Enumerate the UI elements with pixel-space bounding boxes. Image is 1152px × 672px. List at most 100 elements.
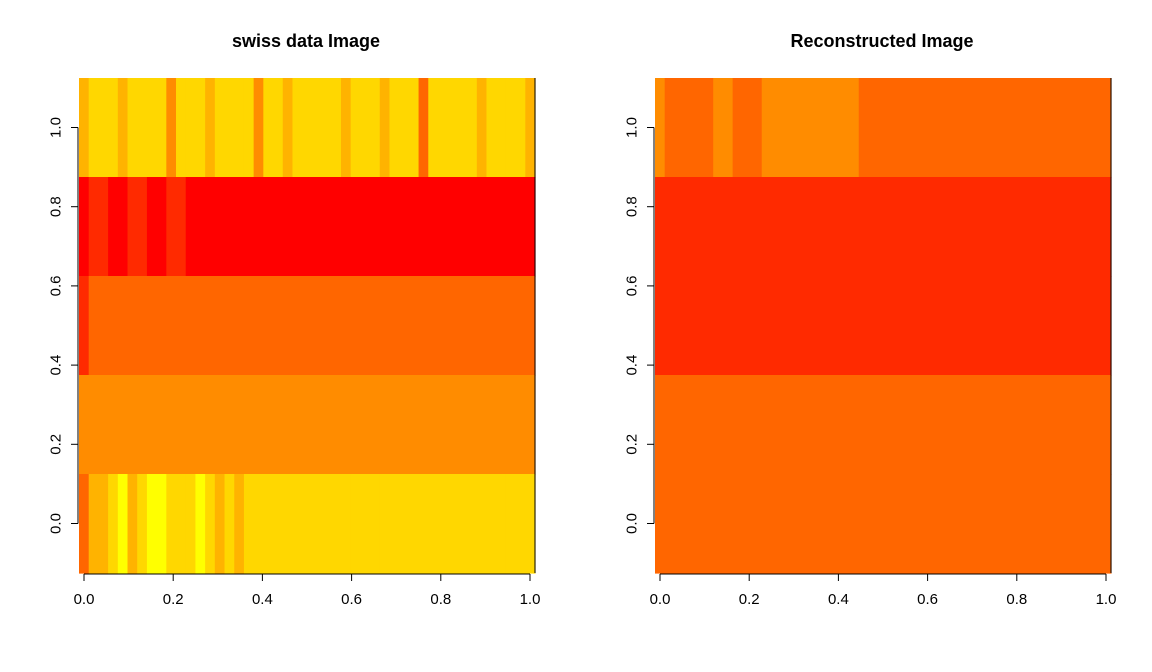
heatmap-cell bbox=[205, 375, 216, 475]
heatmap-cell bbox=[185, 375, 197, 475]
heatmap-cell bbox=[742, 78, 753, 178]
heatmap-cell bbox=[418, 78, 429, 178]
heatmap-cell bbox=[98, 276, 109, 376]
heatmap-cell bbox=[108, 78, 119, 178]
heatmap-cell bbox=[752, 375, 763, 475]
heatmap-cell bbox=[273, 474, 284, 574]
heatmap-cell bbox=[742, 375, 753, 475]
heatmap-cell bbox=[515, 177, 526, 277]
heatmap-cell bbox=[302, 78, 313, 178]
y-tick-label: 0.0 bbox=[48, 513, 65, 534]
heatmap-cell bbox=[907, 78, 918, 178]
heatmap-cell bbox=[311, 474, 323, 574]
x-tick-label: 0.0 bbox=[650, 591, 671, 608]
heatmap-cell bbox=[887, 276, 899, 376]
heatmap-cell bbox=[693, 78, 705, 178]
heatmap-cell bbox=[878, 474, 889, 574]
heatmap-cell bbox=[505, 78, 517, 178]
heatmap-cell bbox=[156, 78, 167, 178]
heatmap-cell bbox=[878, 78, 889, 178]
heatmap-cell bbox=[79, 177, 90, 277]
heatmap-cell bbox=[476, 375, 488, 475]
heatmap-cell bbox=[839, 177, 850, 277]
heatmap-cell bbox=[761, 177, 773, 277]
heatmap-cell bbox=[428, 78, 439, 178]
heatmap-cell bbox=[1052, 375, 1064, 475]
heatmap-cell bbox=[486, 78, 497, 178]
heatmap-cell bbox=[360, 375, 371, 475]
heatmap-cell bbox=[1081, 375, 1093, 475]
heatmap-cell bbox=[868, 78, 879, 178]
heatmap-cell bbox=[693, 375, 705, 475]
heatmap-cell bbox=[418, 474, 429, 574]
heatmap-cell bbox=[800, 375, 811, 475]
heatmap-cell bbox=[742, 177, 753, 277]
y-tick-label: 0.0 bbox=[624, 513, 641, 534]
heatmap-cell bbox=[693, 474, 705, 574]
heatmap-cell bbox=[868, 177, 879, 277]
heatmap-cell bbox=[321, 375, 332, 475]
heatmap-cell bbox=[965, 177, 976, 277]
heatmap-cell bbox=[1033, 177, 1044, 277]
heatmap-cell bbox=[117, 276, 129, 376]
heatmap-cells bbox=[655, 78, 1112, 574]
heatmap-cell bbox=[674, 375, 685, 475]
heatmap-cell bbox=[1072, 78, 1083, 178]
y-tick-label: 0.4 bbox=[624, 355, 641, 376]
heatmap-cell bbox=[263, 375, 274, 475]
heatmap-cell bbox=[800, 276, 811, 376]
heatmap-cell bbox=[205, 177, 216, 277]
heatmap-cell bbox=[819, 375, 831, 475]
y-tick-label: 0.8 bbox=[624, 196, 641, 217]
heatmap-cell bbox=[655, 177, 666, 277]
heatmap-cell bbox=[234, 177, 245, 277]
heatmap-cell bbox=[810, 78, 821, 178]
heatmap-cell bbox=[858, 474, 870, 574]
heatmap-cell bbox=[965, 375, 976, 475]
heatmap-cell bbox=[771, 474, 782, 574]
heatmap-cell bbox=[437, 474, 449, 574]
heatmap-cell bbox=[664, 375, 675, 475]
heatmap-cell bbox=[505, 375, 517, 475]
heatmap-cell bbox=[926, 474, 937, 574]
heatmap-cell bbox=[946, 375, 957, 475]
heatmap-cell bbox=[684, 375, 695, 475]
heatmap-cell bbox=[127, 375, 138, 475]
heatmap-cell bbox=[994, 276, 1005, 376]
x-tick-label: 0.2 bbox=[739, 591, 760, 608]
y-tick-label: 0.2 bbox=[624, 434, 641, 455]
heatmap-cell bbox=[127, 474, 138, 574]
heatmap-cell bbox=[214, 78, 226, 178]
heatmap-cell bbox=[214, 474, 226, 574]
heatmap-cell bbox=[176, 276, 187, 376]
heatmap-cell bbox=[331, 474, 342, 574]
heatmap-cell bbox=[243, 474, 255, 574]
heatmap-cell bbox=[205, 78, 216, 178]
heatmap-cell bbox=[467, 375, 478, 475]
heatmap-cell bbox=[428, 375, 439, 475]
heatmap-cell bbox=[936, 474, 947, 574]
heatmap-cell bbox=[761, 276, 773, 376]
heatmap-cell bbox=[1043, 276, 1054, 376]
heatmap-cell bbox=[496, 78, 507, 178]
heatmap-cell bbox=[1062, 375, 1073, 475]
heatmap-cell bbox=[790, 375, 802, 475]
heatmap-cell bbox=[243, 177, 255, 277]
heatmap-cell bbox=[829, 177, 840, 277]
heatmap-cell bbox=[664, 474, 675, 574]
heatmap-cell bbox=[849, 375, 860, 475]
heatmap-cell bbox=[437, 375, 449, 475]
heatmap-cell bbox=[370, 78, 381, 178]
heatmap-cell bbox=[1091, 474, 1102, 574]
heatmap-cell bbox=[1081, 177, 1093, 277]
heatmap-cell bbox=[975, 276, 986, 376]
y-tick-label: 0.2 bbox=[48, 434, 65, 455]
heatmap-cell bbox=[156, 375, 167, 475]
heatmap-cell bbox=[849, 177, 860, 277]
heatmap-cell bbox=[496, 375, 507, 475]
heatmap-cell bbox=[955, 177, 967, 277]
heatmap-cell bbox=[282, 474, 294, 574]
heatmap-cell bbox=[467, 276, 478, 376]
heatmap-cell bbox=[684, 177, 695, 277]
heatmap-cell bbox=[457, 375, 468, 475]
